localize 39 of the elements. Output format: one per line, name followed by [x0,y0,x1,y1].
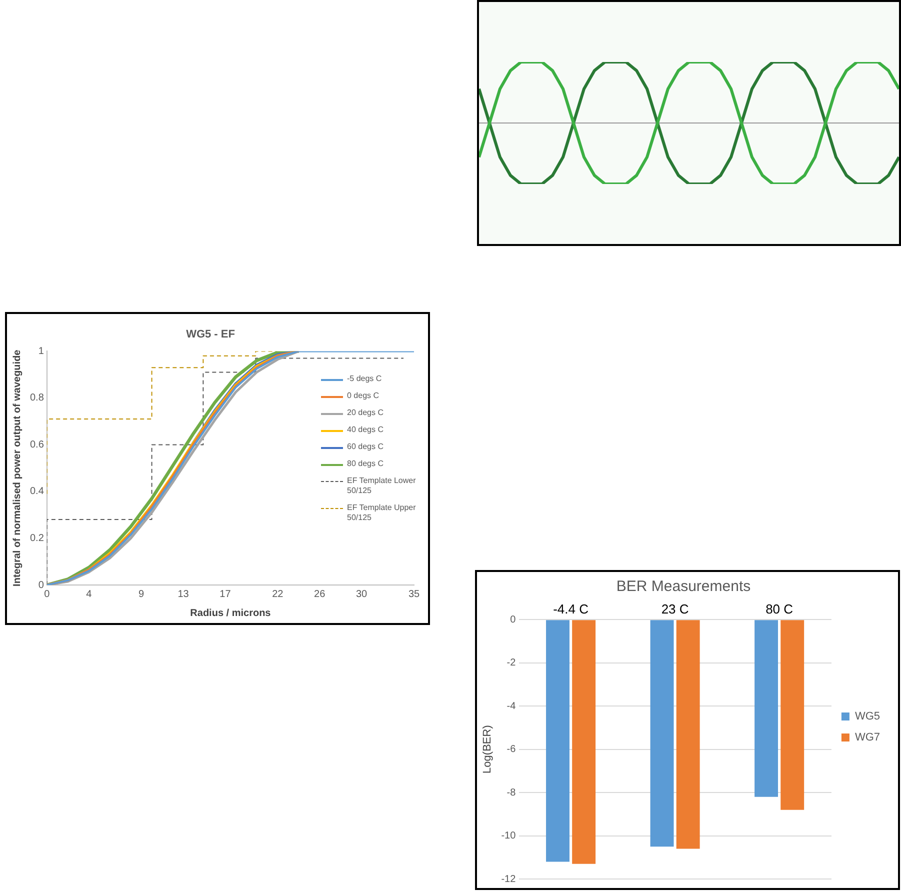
y-tick-label: -12 [501,874,516,885]
y-tick-label: 0.6 [30,439,44,450]
x-axis-title: Radius / microns [190,608,272,619]
y-tick-label: 0 [38,580,44,591]
chart-title: WG5 - EF [186,328,236,341]
x-tick-label: 4 [86,588,92,600]
legend-label: 80 degs C [347,459,384,469]
legend-label: 40 degs C [347,425,384,435]
x-tick-label: 17 [220,588,232,600]
legend-label: 60 degs C [347,442,384,452]
y-tick-label: 0.8 [30,392,44,404]
y-tick-label: 0.2 [30,532,44,544]
y-axis-title: Integral of normalised power output of waveguide [12,349,23,586]
y-tick-label: -4 [506,700,516,712]
chart-title: BER Measurements [616,578,751,596]
y-tick-label: 0 [510,614,516,626]
y-tick-label: -10 [501,830,516,842]
y-tick-label: -8 [506,787,516,798]
y-tick-label: 1 [38,346,44,357]
x-tick-label: -4.4 C [553,601,588,616]
legend-label: EF Template Upper 50/125 [347,503,416,523]
x-tick-label: 13 [178,588,190,600]
y-axis-title: Log(BER) [482,725,494,774]
legend-label: WG7 [854,732,880,744]
x-tick-label: 30 [356,588,368,600]
x-tick-label: 35 [408,588,420,600]
x-tick-label: 9 [138,588,145,600]
legend-label: EF Template Lower 50/125 [347,476,416,496]
legend-label: 0 degs C [347,391,380,401]
legend-label: 20 degs C [347,408,384,418]
legend-label: WG5 [854,710,880,723]
x-tick-label: 80 C [766,601,794,616]
x-tick-label: 26 [314,588,326,600]
x-tick-label: 23 C [661,601,689,616]
y-tick-label: -6 [506,744,516,756]
y-tick-label: -2 [506,658,516,669]
x-tick-label: 22 [272,588,284,600]
legend-label: -5 degs C [347,374,382,384]
y-tick-label: 0.4 [30,486,44,498]
